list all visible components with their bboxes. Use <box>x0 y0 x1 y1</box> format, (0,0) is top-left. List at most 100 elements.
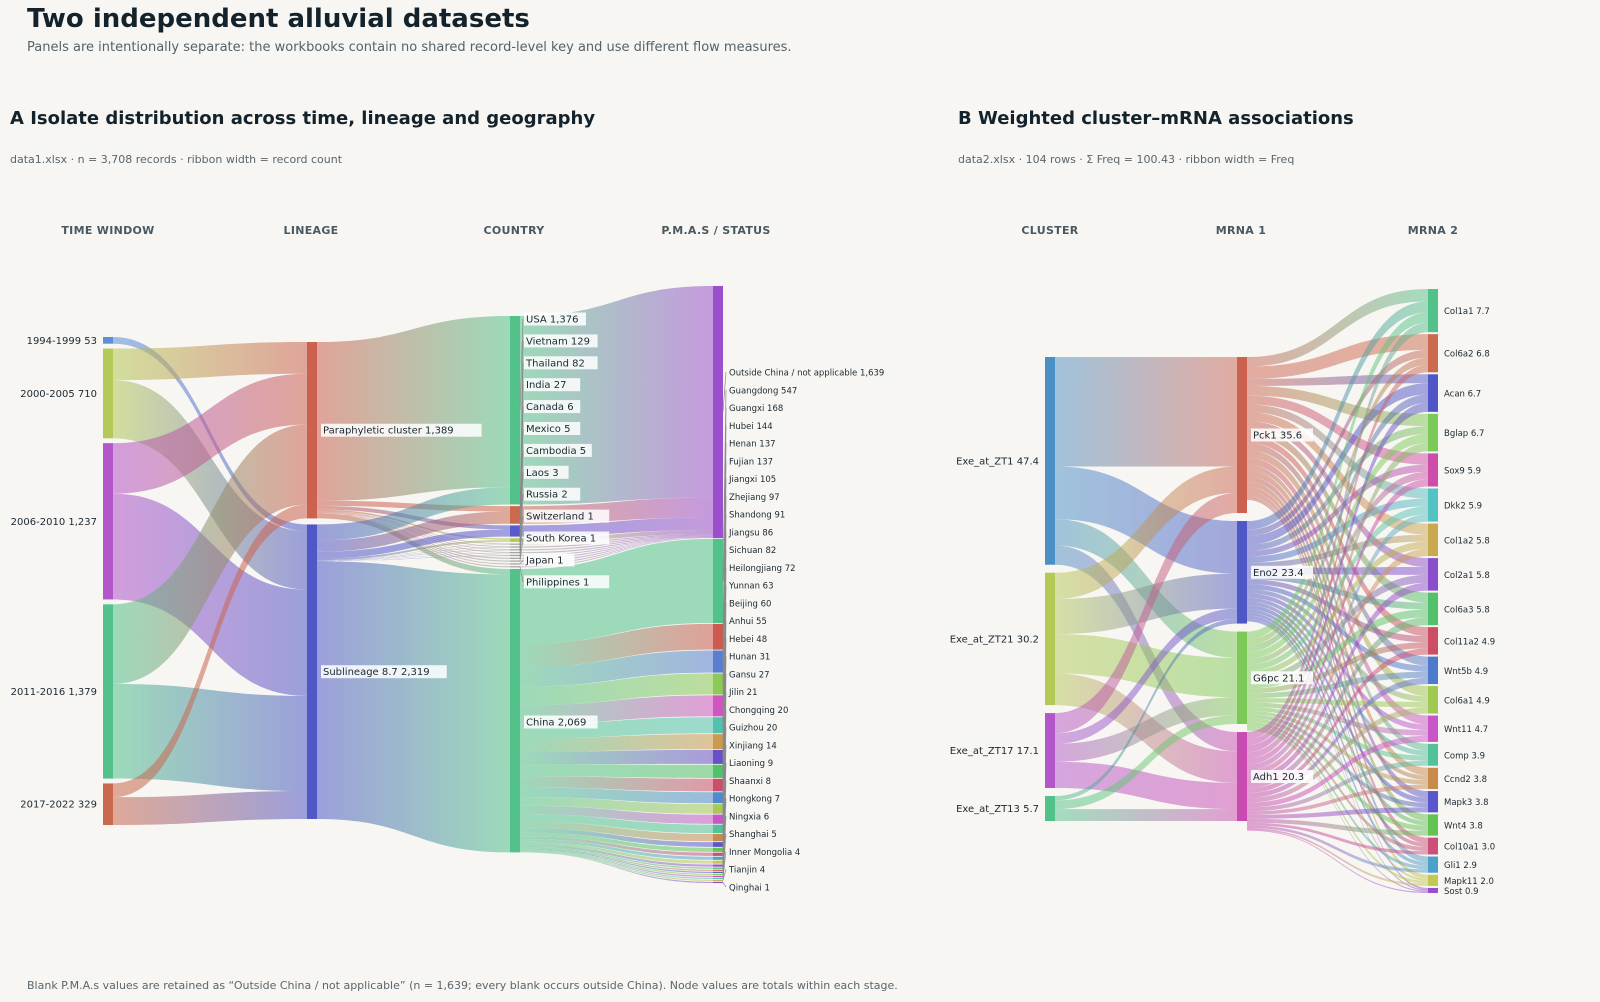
label-box-india <box>524 378 581 392</box>
alluvial-panel-b: Exe_at_ZT1 47.4 Exe_at_ZT21 30.2 Exe_at_ZT… <box>950 289 1495 897</box>
node-col6a1 <box>1428 686 1438 714</box>
node-label-chongqing: Chongqing 20 <box>729 706 788 716</box>
node-inner-mongolia <box>713 877 723 880</box>
ribbon-paraphyletic-cluster-to-japan <box>317 513 510 565</box>
panel-a-subtitle: data1.xlsx · n = 3,708 records · ribbon … <box>10 153 343 166</box>
node-zhejiang <box>713 734 723 750</box>
label-box-thailand <box>524 356 598 370</box>
node-label-hunan: Hunan 31 <box>729 653 770 663</box>
node-label-1994-1999: 1994-1999 53 <box>27 336 97 347</box>
node-beijing <box>713 814 723 824</box>
ribbon-china-to-hebei <box>520 821 713 842</box>
ribbon-g6pc-to-acan <box>1247 394 1428 652</box>
node-label-jiangsu: Jiangsu 86 <box>728 528 773 538</box>
ribbons-a <box>113 286 713 884</box>
node-2000-2005 <box>103 348 113 439</box>
node-mapk3 <box>1428 791 1438 813</box>
node-south-korea <box>510 560 520 562</box>
node-col2a1 <box>1428 558 1438 591</box>
node-label-henan: Henan 137 <box>729 440 776 450</box>
ribbon-adh1-to-col1a2 <box>1247 548 1428 776</box>
node-col11a2 <box>1428 627 1438 655</box>
node-anhui <box>713 824 723 834</box>
node-guizhou <box>713 860 723 864</box>
node-label-2011-2016: 2011-2016 1,379 <box>11 687 97 698</box>
ribbon-sublineage-8-7-to-thailand <box>317 529 510 559</box>
ribbon-adh1-to-col11a2 <box>1247 648 1428 793</box>
panel-b-subtitle: data2.xlsx · 104 rows · Σ Freq = 100.43 … <box>958 153 1295 166</box>
node-label-bglap: Bglap 6.7 <box>1444 429 1484 439</box>
node-label-thailand: Thailand 82 <box>525 358 585 369</box>
node-label-outside-china-not-applicable: Outside China / not applicable 1,639 <box>729 369 884 379</box>
ribbon-adh1-to-col2a1 <box>1247 582 1428 782</box>
page-subtitle: Panels are intentionally separate: the w… <box>27 40 792 55</box>
node-label-sox9: Sox9 5.9 <box>1444 466 1481 476</box>
ribbon-2017-2022-to-sublineage-8-7 <box>113 791 307 825</box>
labels-a: 1994-1999 53 2000-2005 710 2006-2010 1,237… <box>11 312 884 894</box>
node-label-anhui: Anhui 55 <box>729 617 767 627</box>
node-adh1 <box>1237 732 1247 821</box>
node-tianjin <box>713 879 723 882</box>
node-vietnam <box>510 506 520 524</box>
node-label-dkk2: Dkk2 5.9 <box>1444 502 1482 512</box>
node-label-yunnan: Yunnan 63 <box>728 582 774 592</box>
ribbon-china-to-jiangsu <box>520 764 713 778</box>
node-hongkong <box>713 871 723 873</box>
node-shaanxi <box>713 869 723 871</box>
ribbon-china-to-beijing <box>520 805 713 824</box>
node-label-col6a2: Col6a2 6.8 <box>1444 350 1490 360</box>
label-box-vietnam <box>524 334 598 348</box>
node-label-exe-at-zt17: Exe_at_ZT17 17.1 <box>950 746 1039 757</box>
node-shanghai <box>713 875 723 877</box>
node-2017-2022 <box>103 783 113 825</box>
node-label-hebei: Hebei 48 <box>729 635 767 645</box>
ribbon-china-to-jilin <box>520 836 713 856</box>
ribbon-adh1-to-col6a2 <box>1247 365 1428 746</box>
ribbon-sublineage-8-7-to-mexico <box>317 547 510 561</box>
node-label-eno2: Eno2 23.4 <box>1253 568 1304 579</box>
stage-header-country: COUNTRY <box>483 224 545 237</box>
label-box-south-korea <box>524 531 610 545</box>
ribbon-pck1-to-sost <box>1247 498 1428 890</box>
node-label-russia: Russia 2 <box>526 490 568 501</box>
node-label-zhejiang: Zhejiang 97 <box>729 493 780 503</box>
ribbon-adh1-to-mapk3 <box>1247 807 1428 819</box>
ribbon-china-to-zhejiang <box>520 734 713 752</box>
ribbon-eno2-to-acan <box>1247 383 1428 545</box>
node-label-philippines: Philippines 1 <box>526 577 589 588</box>
footnote: Blank P.M.A.s values are retained as “Ou… <box>27 979 898 992</box>
ribbon-paraphyletic-cluster-to-usa <box>317 316 510 501</box>
node-label-2000-2005: 2000-2005 710 <box>20 389 97 400</box>
ribbon-exe-at-zt21-to-g6pc <box>1055 634 1237 698</box>
leader-line-usa <box>519 318 524 411</box>
panel-a-title: A Isolate distribution across time, line… <box>10 108 596 129</box>
node-label-col10a1: Col10a1 3.0 <box>1444 843 1495 853</box>
label-box-paraphyletic-cluster <box>321 423 482 437</box>
label-box-cambodia <box>524 443 592 457</box>
leader-line-outside-china-not-applicable <box>722 371 727 413</box>
ribbon-adh1-to-dkk2 <box>1247 514 1428 771</box>
ribbon-china-to-guizhou <box>520 841 713 864</box>
node-cambodia <box>510 549 520 551</box>
node-label-inner-mongolia: Inner Mongolia 4 <box>729 848 800 858</box>
node-label-acan: Acan 6.7 <box>1444 390 1481 400</box>
leader-line-qinghai <box>722 882 727 888</box>
node-sost <box>1428 887 1438 893</box>
node-label-col11a2: Col11a2 4.9 <box>1444 637 1495 647</box>
node-label-tianjin: Tianjin 4 <box>728 866 765 876</box>
node-usa <box>510 316 520 505</box>
node-label-mapk11: Mapk11 2.0 <box>1444 877 1494 887</box>
ribbon-sublineage-8-7-to-cambodia <box>317 549 510 562</box>
ribbon-2000-2005-to-paraphyletic-cluster <box>113 342 307 381</box>
ribbon-south-korea-to-outside-china-not-applicable <box>520 537 713 562</box>
alluvial-panel-a: 1994-1999 53 2000-2005 710 2006-2010 1,237… <box>11 286 884 894</box>
node-label-col1a2: Col1a2 5.8 <box>1444 536 1490 546</box>
node-gansu <box>713 847 723 852</box>
node-label-g6pc: G6pc 21.1 <box>1253 673 1304 684</box>
node-label-sublineage-8-7: Sublineage 8.7 2,319 <box>323 667 430 678</box>
ribbon-2017-2022-to-paraphyletic-cluster <box>113 504 307 798</box>
node-henan <box>713 673 723 695</box>
node-label-adh1: Adh1 20.3 <box>1253 772 1304 783</box>
node-outside-china-not-applicable <box>713 286 723 539</box>
